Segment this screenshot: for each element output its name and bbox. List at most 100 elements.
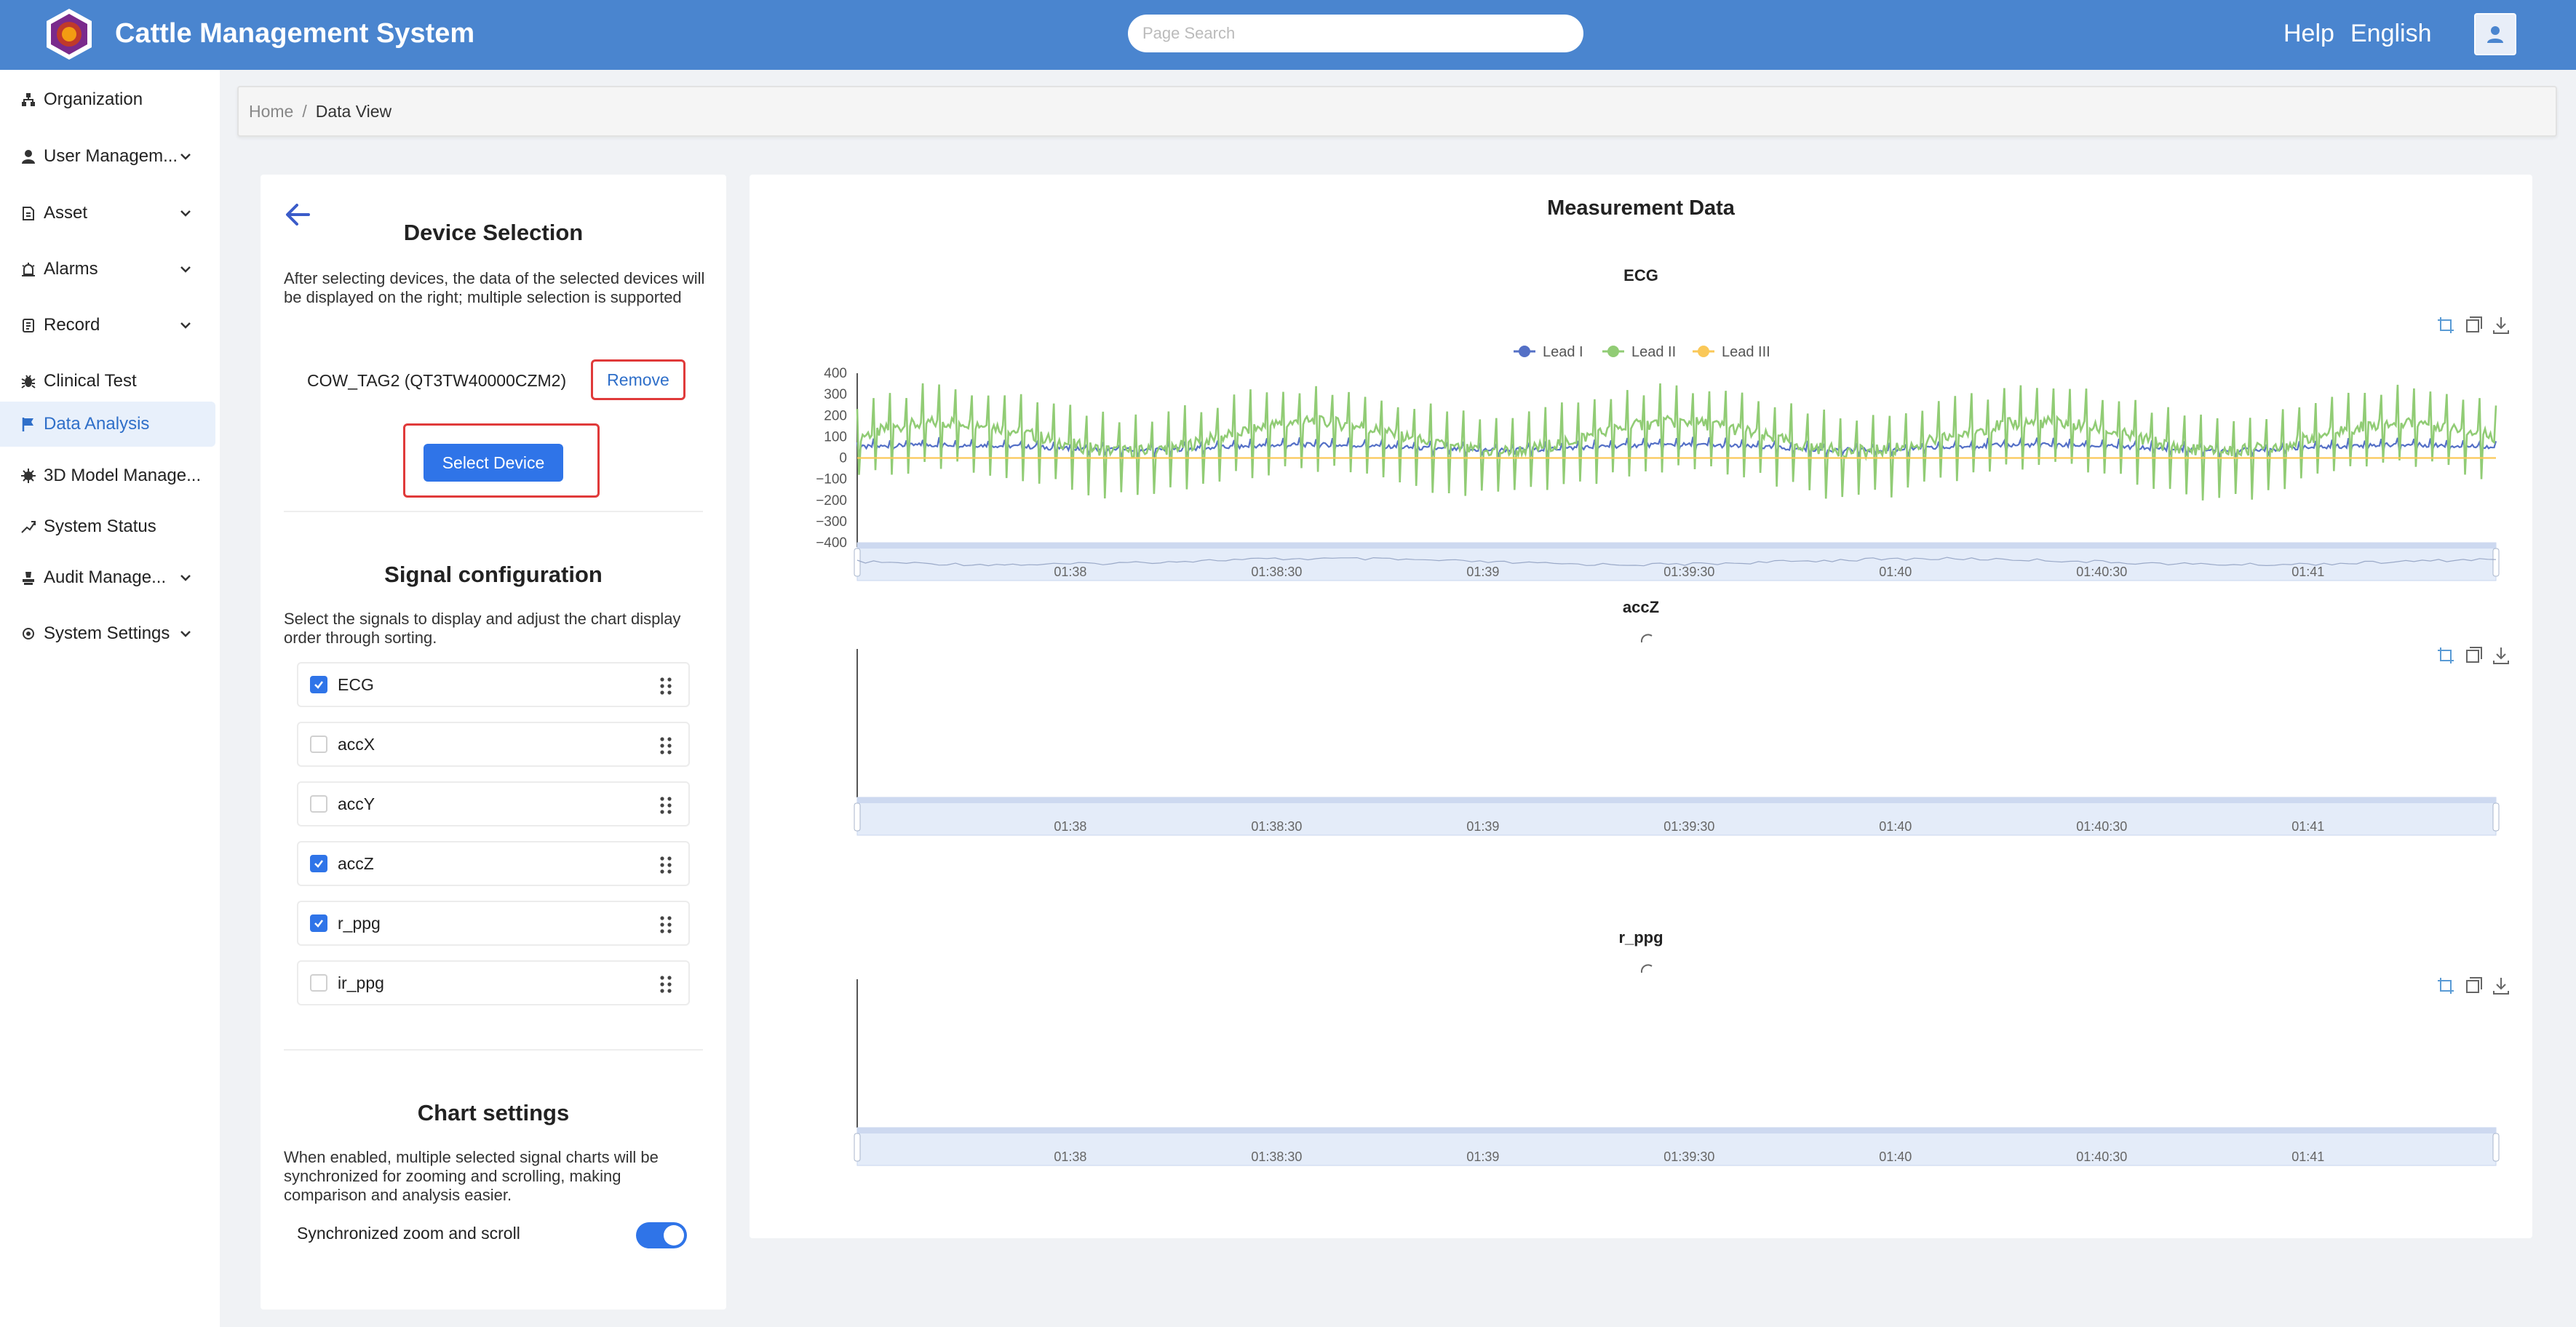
sidebar-item-asset[interactable]: Asset bbox=[0, 191, 215, 236]
sidebar: Organization User Managem... Asset Alarm… bbox=[0, 70, 220, 1327]
datazoom-slider-top-bar bbox=[857, 797, 2496, 803]
sidebar-item-organization[interactable]: Organization bbox=[0, 77, 215, 122]
ecg-chart[interactable]: Lead I Lead II Lead III 400 300 200 100 0 −100 −2… bbox=[750, 298, 2532, 749]
sidebar-item-data-analysis[interactable]: Data Analysis bbox=[0, 402, 215, 447]
x-tick-label: 01:40:30 bbox=[2076, 1149, 2127, 1164]
signal-checkbox[interactable] bbox=[310, 855, 327, 872]
rppg-chart[interactable]: 01:38 01:38:30 01:39 01:39:30 01:40 01:40:30 0… bbox=[750, 949, 2532, 1238]
settings-icon bbox=[19, 624, 38, 643]
signal-checkbox[interactable] bbox=[310, 795, 327, 813]
datazoom-left-handle bbox=[854, 1133, 861, 1162]
x-tick-label: 01:39:30 bbox=[1663, 565, 1714, 579]
user-icon bbox=[19, 147, 38, 166]
x-tick-label: 01:39:30 bbox=[1663, 1149, 1714, 1164]
sidebar-item-3d-model-management[interactable]: 3D Model Manage... bbox=[0, 453, 215, 498]
datazoom-slider bbox=[856, 1127, 2497, 1166]
drag-handle-icon[interactable] bbox=[658, 915, 674, 934]
signal-row-ir-ppg[interactable]: ir_ppg bbox=[297, 960, 690, 1005]
sidebar-item-system-settings[interactable]: System Settings bbox=[0, 611, 215, 656]
download-icon[interactable] bbox=[2490, 975, 2512, 997]
x-tick-label: 01:39:30 bbox=[1663, 819, 1714, 834]
rppg-chart-title: r_ppg bbox=[1618, 928, 1663, 947]
y-tick-label: −300 bbox=[816, 514, 847, 530]
ecg-chart-title: ECG bbox=[1623, 266, 1658, 284]
drag-handle-icon[interactable] bbox=[658, 856, 674, 874]
sidebar-item-label: System Status bbox=[44, 517, 156, 536]
signal-checkbox[interactable] bbox=[310, 914, 327, 932]
back-arrow-icon[interactable] bbox=[282, 199, 313, 230]
datazoom-right-handle bbox=[2492, 1133, 2500, 1162]
model-icon bbox=[19, 466, 38, 485]
zoom-reset-icon[interactable] bbox=[2462, 314, 2484, 336]
x-tick-label: 01:38:30 bbox=[1251, 819, 1302, 834]
sidebar-item-user-management[interactable]: User Managem... bbox=[0, 134, 215, 179]
drag-handle-icon[interactable] bbox=[658, 975, 674, 994]
sidebar-item-system-status[interactable]: System Status bbox=[0, 504, 215, 549]
y-tick-label: −100 bbox=[816, 472, 847, 487]
signal-checkbox[interactable] bbox=[310, 974, 327, 992]
zoom-select-icon[interactable] bbox=[2435, 645, 2457, 666]
page-search-input[interactable] bbox=[1128, 15, 1583, 52]
breadcrumb-home-link[interactable]: Home bbox=[249, 101, 294, 121]
remove-device-button[interactable]: Remove bbox=[591, 359, 685, 400]
drag-handle-icon[interactable] bbox=[658, 677, 674, 696]
y-tick-label: 0 bbox=[839, 451, 847, 466]
x-tick-label: 01:40 bbox=[1879, 1149, 1912, 1164]
datazoom-slider bbox=[856, 542, 2497, 581]
measurement-title: Measurement Data bbox=[1547, 196, 1735, 220]
signal-row-accy[interactable]: accY bbox=[297, 781, 690, 826]
check-icon bbox=[314, 681, 323, 689]
zoom-select-icon[interactable] bbox=[2435, 314, 2457, 336]
signal-config-title: Signal configuration bbox=[384, 562, 603, 587]
sidebar-item-label: Alarms bbox=[44, 259, 98, 279]
legend-marker bbox=[1607, 346, 1619, 357]
app-logo bbox=[47, 9, 92, 60]
sidebar-item-record[interactable]: Record bbox=[0, 303, 215, 348]
check-icon bbox=[314, 920, 323, 928]
download-icon[interactable] bbox=[2490, 314, 2512, 336]
x-tick-label: 01:38:30 bbox=[1251, 565, 1302, 579]
sync-zoom-toggle[interactable] bbox=[636, 1222, 687, 1248]
asset-icon bbox=[19, 204, 38, 223]
y-tick-label: 300 bbox=[824, 387, 847, 402]
chevron-down-icon bbox=[180, 322, 191, 329]
loading-spinner-icon bbox=[1640, 634, 1653, 643]
signal-checkbox[interactable] bbox=[310, 736, 327, 753]
signal-row-accz[interactable]: accZ bbox=[297, 841, 690, 886]
sidebar-item-label: Data Analysis bbox=[44, 414, 150, 434]
zoom-reset-icon[interactable] bbox=[2462, 645, 2484, 666]
app-title: Cattle Management System bbox=[115, 18, 475, 49]
signal-label: accY bbox=[338, 794, 375, 813]
datazoom-left-handle bbox=[854, 802, 861, 832]
x-tick-label: 01:38 bbox=[1054, 819, 1086, 834]
language-selector[interactable]: English bbox=[2350, 20, 2432, 47]
sidebar-item-clinical-test[interactable]: Clinical Test bbox=[0, 359, 215, 404]
x-tick-label: 01:39 bbox=[1466, 819, 1499, 834]
signal-checkbox[interactable] bbox=[310, 676, 327, 693]
accz-chart[interactable]: 01:38 01:38:30 01:39 01:39:30 01:40 01:40:30 0… bbox=[750, 618, 2532, 1084]
legend-label: Lead III bbox=[1722, 344, 1770, 360]
sidebar-item-audit-management[interactable]: Audit Manage... bbox=[0, 555, 215, 600]
signal-config-description: Select the signals to display and adjust… bbox=[284, 610, 681, 647]
x-tick-label: 01:39 bbox=[1466, 565, 1499, 579]
user-avatar-button[interactable] bbox=[2474, 13, 2516, 55]
legend-marker bbox=[1519, 346, 1530, 357]
signal-row-ecg[interactable]: ECG bbox=[297, 662, 690, 707]
selected-device-label: COW_TAG2 (QT3TW40000CZM2) bbox=[307, 371, 567, 390]
signal-row-r-ppg[interactable]: r_ppg bbox=[297, 901, 690, 946]
help-link[interactable]: Help bbox=[2283, 20, 2334, 47]
download-icon[interactable] bbox=[2490, 645, 2512, 666]
ecg-chart-toolbox bbox=[2435, 314, 2522, 340]
select-device-button[interactable]: Select Device bbox=[424, 444, 563, 482]
zoom-select-icon[interactable] bbox=[2435, 975, 2457, 997]
drag-handle-icon[interactable] bbox=[658, 736, 674, 755]
signal-label: accX bbox=[338, 734, 375, 754]
zoom-reset-icon[interactable] bbox=[2462, 975, 2484, 997]
drag-handle-icon[interactable] bbox=[658, 796, 674, 815]
y-tick-label: −200 bbox=[816, 493, 847, 509]
device-config-panel: Device Selection After selecting devices… bbox=[261, 175, 726, 1310]
sidebar-item-alarms[interactable]: Alarms bbox=[0, 247, 215, 292]
sidebar-item-label: Audit Manage... bbox=[44, 567, 167, 587]
signal-row-accx[interactable]: accX bbox=[297, 722, 690, 767]
divider bbox=[284, 511, 703, 512]
